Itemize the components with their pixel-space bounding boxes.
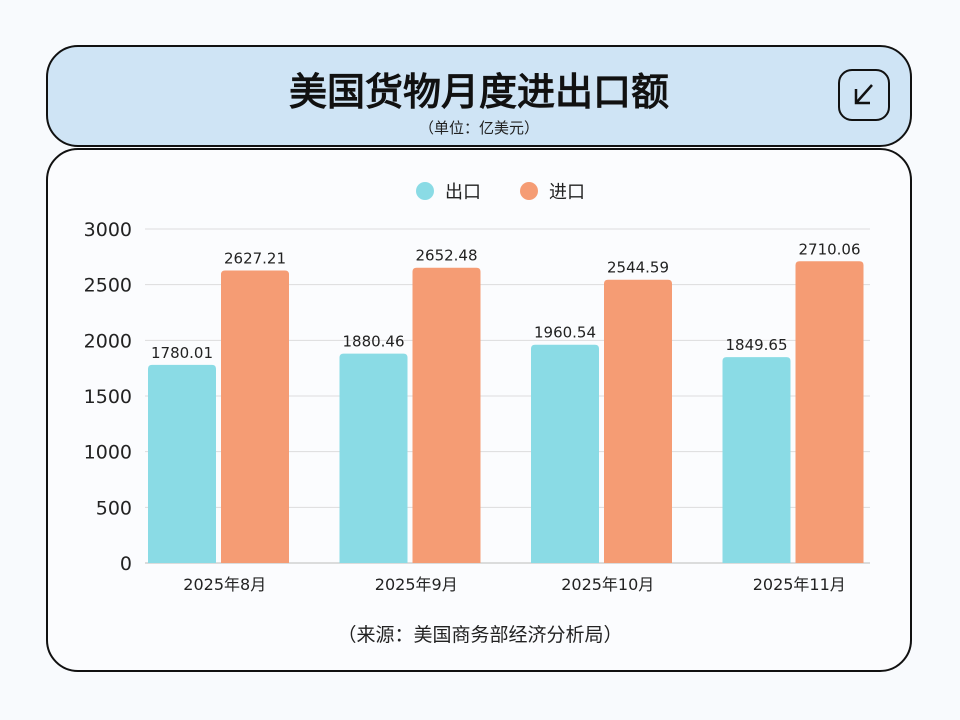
y-tick-label: 500 [96,497,132,519]
chart-subtitle: （单位：亿美元） [418,119,539,137]
legend-label: 进口 [549,182,585,203]
y-tick-label: 1000 [84,442,132,464]
bar-export [339,353,408,563]
y-tick-label: 3000 [84,219,132,241]
header-panel: 美国货物月度进出口额 （单位：亿美元） [46,45,912,147]
data-label: 2652.48 [415,247,477,265]
legend-marker [416,182,434,200]
bar-import [221,270,289,563]
bar-import [795,261,864,563]
bar-export [531,344,599,563]
bar-export [722,357,791,563]
arrow-down-left-icon[interactable] [838,69,890,121]
x-tick-label: 2025年8月 [183,575,266,594]
x-tick-label: 2025年10月 [561,575,654,594]
y-tick-label: 2000 [84,330,132,352]
data-label: 1780.01 [151,344,213,362]
data-label: 1960.54 [534,324,596,342]
legend-marker [520,182,538,200]
data-label: 2710.06 [798,240,860,258]
y-tick-label: 1500 [84,386,132,408]
data-label: 1880.46 [342,333,404,351]
y-tick-label: 0 [120,553,132,575]
data-label: 1849.65 [725,336,787,354]
legend-label: 出口 [445,182,481,203]
data-label: 2544.59 [607,259,669,277]
data-label: 2627.21 [224,250,286,268]
y-tick-label: 2500 [84,275,132,297]
source-note: （来源：美国商务部经济分析局） [337,624,623,646]
x-tick-label: 2025年11月 [753,575,846,594]
bar-import [412,267,481,563]
chart-title: 美国货物月度进出口额 [288,70,669,114]
x-tick-label: 2025年9月 [375,575,458,594]
bar-export [148,364,216,563]
bar-import [604,279,672,563]
